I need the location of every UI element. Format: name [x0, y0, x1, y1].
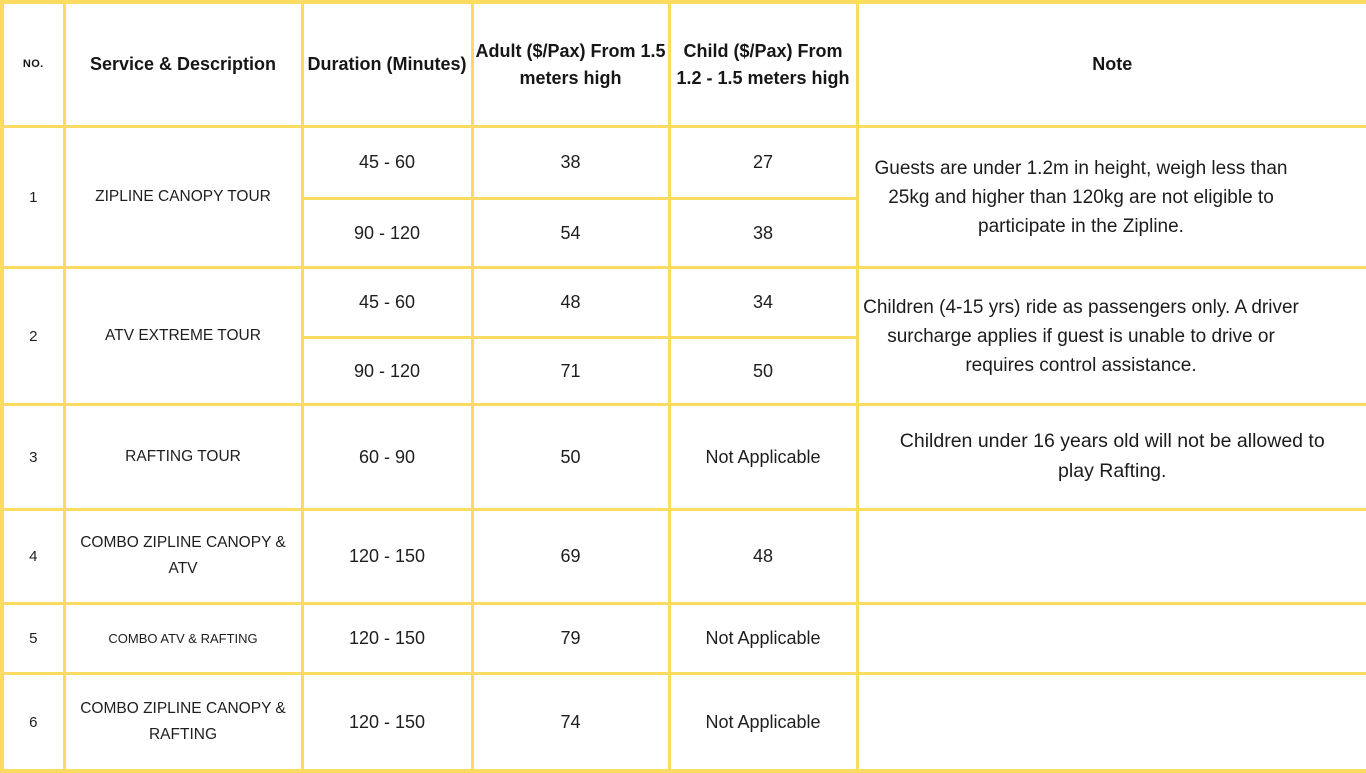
adult-price-cell: 38 [470, 124, 671, 201]
service-name: COMBO ATV & RAFTING [62, 602, 304, 676]
adult-price-cell: 54 [470, 197, 671, 270]
service-no: 4 [0, 507, 66, 606]
note-text: Children under 16 years old will not be … [899, 430, 1325, 483]
note-cell [855, 672, 1366, 773]
note-cell: Children (4-15 yrs) ride as passengers o… [855, 266, 1366, 407]
duration-cell: 60 - 90 [300, 403, 474, 511]
duration-cell: 120 - 150 [300, 602, 474, 676]
child-price-cell: 38 [667, 197, 859, 270]
service-name: RAFTING TOUR [62, 403, 304, 511]
table-row: 4 COMBO ZIPLINE CANOPY & ATV 120 - 150 6… [0, 507, 1366, 606]
note-cell: Children under 16 years old will not be … [855, 403, 1366, 511]
service-name: ATV EXTREME TOUR [62, 266, 304, 407]
duration-cell: 120 - 150 [300, 672, 474, 773]
service-no: 2 [0, 266, 66, 407]
note-cell [855, 602, 1366, 676]
duration-cell: 90 - 120 [300, 197, 474, 270]
adult-price-cell: 71 [470, 336, 671, 407]
child-price-cell: 50 [667, 336, 859, 407]
child-price-cell: 34 [667, 266, 859, 340]
adult-price-cell: 74 [470, 672, 671, 773]
adult-price-cell: 79 [470, 602, 671, 676]
table-header-row: NO. Service & Description Duration (Minu… [0, 0, 1366, 128]
table-row: 3 RAFTING TOUR 60 - 90 50 Not Applicable… [0, 403, 1366, 511]
duration-cell: 90 - 120 [300, 336, 474, 407]
service-name: ZIPLINE CANOPY TOUR [62, 124, 304, 270]
header-duration: Duration (Minutes) [300, 0, 474, 128]
child-price-cell: Not Applicable [667, 403, 859, 511]
note-text: Guests are under 1.2m in height, weigh l… [874, 157, 1288, 237]
duration-cell: 45 - 60 [300, 266, 474, 340]
table-row: 90 - 120 71 50 [2, 336, 1366, 407]
service-no: 5 [0, 602, 66, 676]
header-note: Note [855, 0, 1366, 128]
duration-cell: 120 - 150 [300, 507, 474, 606]
adult-price-cell: 48 [470, 266, 671, 340]
note-cell: Guests are under 1.2m in height, weigh l… [855, 124, 1366, 270]
table-row: 1 ZIPLINE CANOPY TOUR 45 - 60 38 27 Gues… [0, 124, 1366, 270]
child-price-cell: 48 [667, 507, 859, 606]
child-price-cell: Not Applicable [667, 602, 859, 676]
header-child-price: Child ($/Pax) From 1.2 - 1.5 meters high [667, 0, 859, 128]
service-no: 6 [0, 672, 66, 773]
child-price-cell: Not Applicable [667, 672, 859, 773]
table-row: 6 COMBO ZIPLINE CANOPY & RAFTING 120 - 1… [0, 672, 1366, 773]
service-no: 3 [0, 403, 66, 511]
header-service-description: Service & Description [62, 0, 304, 128]
service-no: 1 [0, 124, 66, 270]
table-row: 90 - 120 54 38 [2, 197, 1366, 270]
header-adult-price: Adult ($/Pax) From 1.5 meters high [470, 0, 671, 128]
header-no: NO. [0, 0, 66, 128]
duration-cell: 45 - 60 [300, 124, 474, 201]
service-name: COMBO ZIPLINE CANOPY & ATV [62, 507, 304, 606]
note-cell [855, 507, 1366, 606]
adult-price-cell: 50 [470, 403, 671, 511]
table-row: 2 ATV EXTREME TOUR 45 - 60 48 34 Childre… [0, 266, 1366, 407]
service-name: COMBO ZIPLINE CANOPY & RAFTING [62, 672, 304, 773]
child-price-cell: 27 [667, 124, 859, 201]
adult-price-cell: 69 [470, 507, 671, 606]
note-text: Children (4-15 yrs) ride as passengers o… [863, 296, 1299, 376]
table-row: 5 COMBO ATV & RAFTING 120 - 150 79 Not A… [0, 602, 1366, 676]
